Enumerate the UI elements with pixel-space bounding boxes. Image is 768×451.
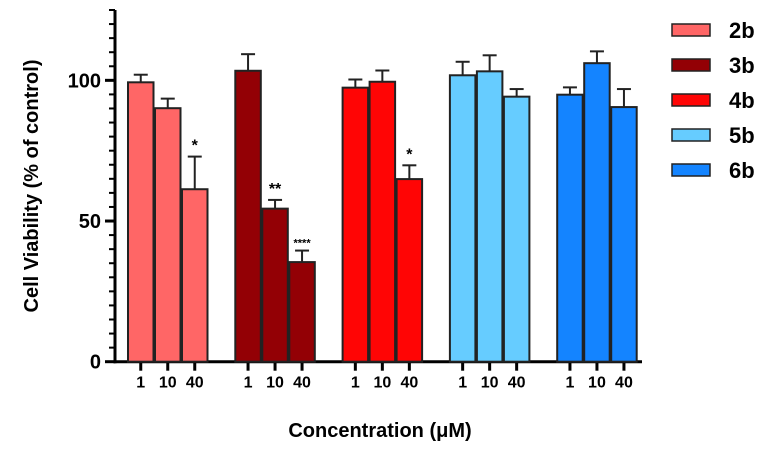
bar-3b-40 [288,261,316,363]
x-tick-label: 40 [508,375,526,392]
bar-5b-10 [475,70,504,363]
bar-6b-40 [610,106,638,363]
y-tick-label: 0 [90,352,101,374]
significance-marker: * [192,138,199,155]
x-tick-label: 1 [244,375,253,392]
x-tick-label: 1 [136,375,145,392]
x-tick-label: 40 [186,375,204,392]
x-axis-label: Concentration (μM) [288,420,471,442]
legend: 2b 3b 4b 5b 6b [671,18,755,183]
x-tick-label: 10 [588,375,606,392]
y-axis-label: Cell Viability (% of control) [21,60,43,313]
bar-2b-40 [181,188,209,363]
bar-5b-1 [448,74,477,363]
legend-swatch-6b [671,163,711,177]
x-tick-label: 1 [458,375,467,392]
legend-swatch-3b [671,58,711,72]
bar-4b-10 [368,80,397,363]
legend-swatch-2b [671,23,711,37]
legend-swatch-4b [671,93,711,107]
bar-3b-1 [234,69,262,363]
x-tick-label: 40 [400,375,418,392]
legend-label-4b: 4b [729,88,755,113]
legend-label-6b: 6b [729,158,755,183]
x-tick-label: 1 [351,375,360,392]
bar-5b-40 [502,95,531,363]
x-tick-label: 10 [266,375,284,392]
bar-2b-1 [127,81,155,363]
x-tick-label: 40 [615,375,633,392]
significance-marker: **** [293,238,311,250]
x-tick-label: 10 [159,375,177,392]
x-tick-label: 1 [565,375,574,392]
legend-label-3b: 3b [729,53,755,78]
bars: ******** [127,50,638,363]
bar-3b-10 [261,207,289,363]
bar-6b-10 [583,62,611,363]
bar-2b-10 [154,107,182,363]
y-tick-label: 100 [68,70,101,92]
x-tick-label: 40 [293,375,311,392]
bar-4b-1 [341,86,370,363]
y-tick-label: 50 [79,211,101,233]
x-tick-label: 10 [481,375,499,392]
bar-6b-1 [556,93,584,363]
bar-4b-40 [395,178,424,363]
legend-swatch-5b [671,128,711,142]
x-tick-label: 10 [373,375,391,392]
significance-marker: * [406,146,413,163]
legend-label-5b: 5b [729,123,755,148]
significance-marker: ** [269,181,282,198]
legend-label-2b: 2b [729,18,755,43]
